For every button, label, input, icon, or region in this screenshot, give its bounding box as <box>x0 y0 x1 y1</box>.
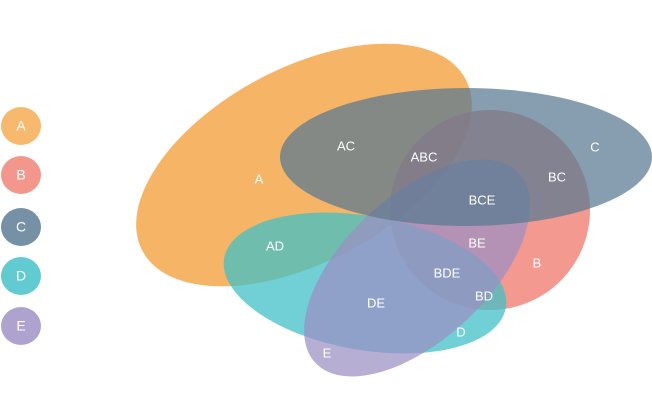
legend-item-a[interactable]: A <box>1 107 41 145</box>
region-label-abc: ABC <box>411 149 438 164</box>
region-label-b: B <box>533 255 542 270</box>
region-label-de: DE <box>367 295 385 310</box>
region-label-bd: BD <box>475 288 493 303</box>
region-label-bde: BDE <box>434 265 461 280</box>
legend-item-d[interactable]: D <box>1 257 41 295</box>
legend-swatch-a <box>1 107 41 145</box>
set-ellipses <box>136 43 652 377</box>
legend-label-e: E <box>16 318 25 334</box>
legend-item-e[interactable]: E <box>1 307 41 345</box>
legend-item-c[interactable]: C <box>1 208 41 246</box>
region-label-be: BE <box>468 235 486 250</box>
region-label-bc: BC <box>548 169 566 184</box>
region-label-bce: BCE <box>469 192 496 207</box>
legend-label-b: B <box>16 167 25 183</box>
region-label-ad: AD <box>266 238 284 253</box>
region-label-a: A <box>255 171 264 186</box>
region-label-c: C <box>590 139 599 154</box>
legend-label-a: A <box>16 118 26 134</box>
legend: A B C D E <box>1 107 41 345</box>
legend-item-b[interactable]: B <box>1 156 41 194</box>
legend-swatch-b <box>1 156 41 194</box>
region-label-d: D <box>456 324 465 339</box>
legend-swatch-e <box>1 307 41 345</box>
set-ellipse-c <box>280 88 652 226</box>
region-label-e: E <box>323 345 332 360</box>
legend-swatch-c <box>1 208 41 246</box>
region-label-ac: AC <box>337 138 355 153</box>
legend-swatch-d <box>1 257 41 295</box>
legend-label-c: C <box>16 219 26 235</box>
legend-label-d: D <box>16 268 26 284</box>
